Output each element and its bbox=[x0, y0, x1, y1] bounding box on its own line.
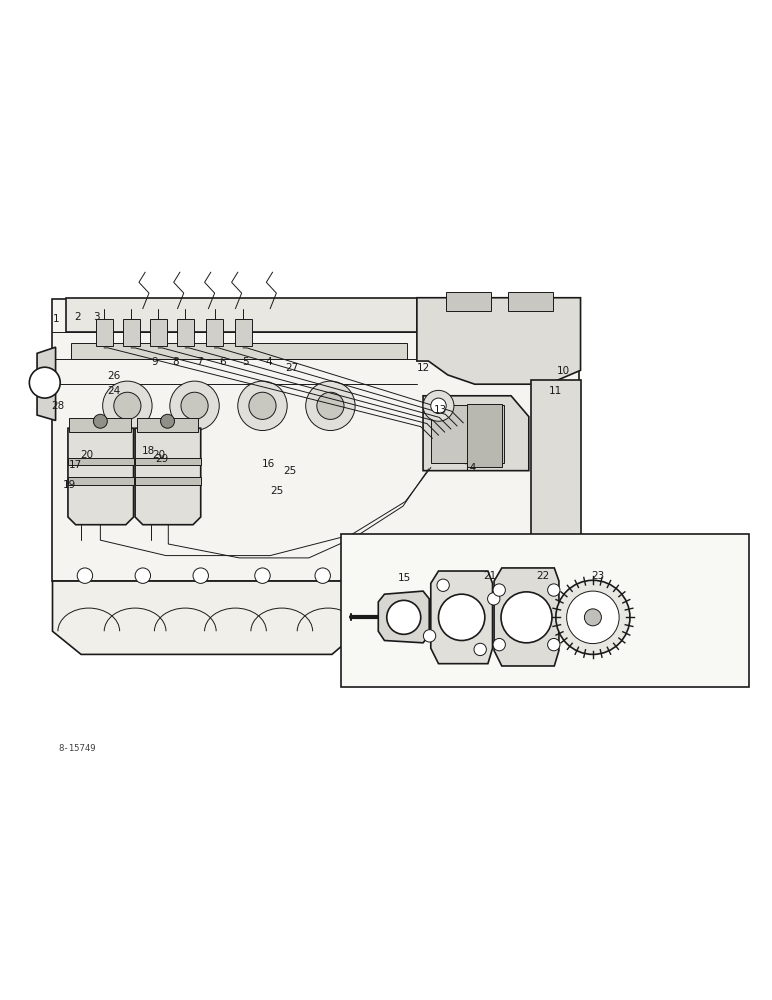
Bar bbox=[135, 458, 201, 465]
Text: 14: 14 bbox=[464, 463, 478, 473]
Bar bbox=[177, 319, 194, 346]
Text: 9: 9 bbox=[151, 357, 157, 367]
Bar bbox=[71, 343, 407, 359]
Text: 5: 5 bbox=[242, 357, 249, 367]
Bar bbox=[68, 477, 134, 485]
Circle shape bbox=[315, 568, 330, 583]
Text: 8-15749: 8-15749 bbox=[58, 744, 96, 753]
Text: 1: 1 bbox=[53, 314, 59, 324]
Polygon shape bbox=[494, 568, 559, 666]
Bar bbox=[341, 534, 749, 687]
Bar bbox=[69, 418, 131, 432]
Text: 25: 25 bbox=[283, 466, 296, 476]
Circle shape bbox=[431, 398, 446, 414]
Circle shape bbox=[135, 568, 151, 583]
Circle shape bbox=[474, 643, 486, 656]
Text: 8: 8 bbox=[173, 357, 179, 367]
Polygon shape bbox=[431, 571, 493, 664]
Bar bbox=[68, 458, 134, 465]
Bar bbox=[150, 319, 167, 346]
Text: 25: 25 bbox=[269, 486, 283, 496]
Bar bbox=[206, 319, 223, 346]
Circle shape bbox=[238, 381, 287, 431]
Polygon shape bbox=[423, 396, 529, 471]
Circle shape bbox=[584, 609, 601, 626]
Text: 16: 16 bbox=[262, 459, 276, 469]
Text: 10: 10 bbox=[557, 366, 571, 376]
Bar bbox=[123, 319, 140, 346]
Text: 24: 24 bbox=[107, 386, 121, 396]
Circle shape bbox=[77, 568, 93, 583]
Circle shape bbox=[103, 381, 152, 431]
Text: 7: 7 bbox=[196, 357, 202, 367]
Text: 12: 12 bbox=[416, 363, 430, 373]
Polygon shape bbox=[417, 298, 581, 384]
Text: 28: 28 bbox=[51, 401, 65, 411]
Circle shape bbox=[93, 414, 107, 428]
Text: 3: 3 bbox=[93, 312, 100, 322]
Circle shape bbox=[193, 568, 208, 583]
Circle shape bbox=[547, 638, 560, 651]
Circle shape bbox=[170, 381, 219, 431]
Text: 20: 20 bbox=[152, 450, 166, 460]
Bar bbox=[431, 405, 504, 463]
Circle shape bbox=[317, 392, 344, 419]
Polygon shape bbox=[531, 380, 581, 566]
Circle shape bbox=[161, 414, 174, 428]
Polygon shape bbox=[37, 347, 56, 420]
Bar bbox=[508, 292, 553, 311]
Circle shape bbox=[493, 638, 506, 651]
Text: 20: 20 bbox=[80, 450, 94, 460]
Text: 29: 29 bbox=[155, 454, 169, 464]
Circle shape bbox=[437, 579, 449, 591]
Text: 17: 17 bbox=[69, 460, 83, 470]
Circle shape bbox=[567, 591, 619, 644]
Bar bbox=[467, 403, 502, 467]
Text: 2: 2 bbox=[74, 312, 80, 322]
Polygon shape bbox=[135, 428, 201, 525]
Circle shape bbox=[547, 584, 560, 596]
Bar bbox=[135, 477, 201, 485]
Circle shape bbox=[181, 392, 208, 419]
Circle shape bbox=[493, 584, 506, 596]
Circle shape bbox=[249, 392, 276, 419]
Circle shape bbox=[387, 600, 421, 634]
Circle shape bbox=[488, 593, 500, 605]
Text: 15: 15 bbox=[398, 573, 411, 583]
Circle shape bbox=[438, 594, 485, 641]
Text: 21: 21 bbox=[482, 571, 496, 581]
Text: 26: 26 bbox=[107, 371, 121, 381]
Bar bbox=[446, 292, 491, 311]
Polygon shape bbox=[52, 581, 359, 654]
Text: 6: 6 bbox=[219, 357, 225, 367]
Circle shape bbox=[501, 592, 552, 643]
Text: 27: 27 bbox=[285, 363, 299, 373]
Text: 13: 13 bbox=[433, 405, 447, 415]
Circle shape bbox=[306, 381, 355, 431]
Bar bbox=[96, 319, 113, 346]
Circle shape bbox=[423, 630, 435, 642]
Polygon shape bbox=[52, 299, 579, 581]
Text: 19: 19 bbox=[63, 480, 76, 490]
Polygon shape bbox=[378, 591, 429, 643]
Circle shape bbox=[113, 392, 141, 419]
Bar bbox=[235, 319, 252, 346]
Bar bbox=[137, 418, 198, 432]
Text: 23: 23 bbox=[591, 571, 604, 581]
Circle shape bbox=[255, 568, 270, 583]
Polygon shape bbox=[66, 298, 417, 332]
Text: 22: 22 bbox=[536, 571, 550, 581]
Circle shape bbox=[29, 367, 60, 398]
Polygon shape bbox=[68, 428, 134, 525]
Circle shape bbox=[556, 580, 630, 654]
Text: 18: 18 bbox=[141, 446, 155, 456]
Text: 11: 11 bbox=[549, 386, 563, 396]
Text: 4: 4 bbox=[266, 357, 272, 367]
Circle shape bbox=[423, 390, 454, 421]
